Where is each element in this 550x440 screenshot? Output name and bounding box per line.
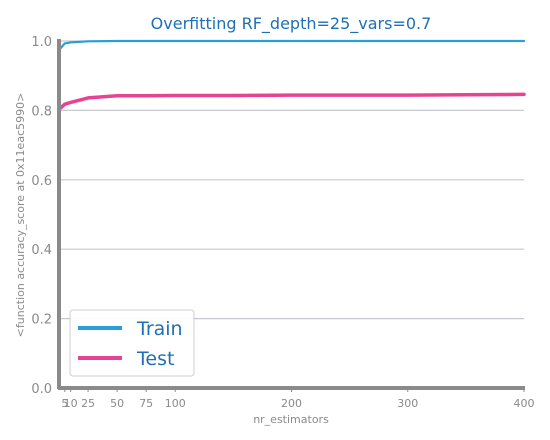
x-tick-label: 100 bbox=[165, 397, 186, 410]
y-tick-label: 1.0 bbox=[31, 35, 52, 50]
series-line-train bbox=[59, 39, 526, 50]
x-tick-label: 5 bbox=[61, 397, 68, 410]
x-tick-label: 300 bbox=[397, 397, 418, 410]
x-tick-label: 50 bbox=[110, 397, 124, 410]
chart-title: Overfitting RF_depth=25_vars=0.7 bbox=[151, 14, 432, 34]
y-tick-label: 0.0 bbox=[31, 382, 52, 397]
x-tick-label: 400 bbox=[514, 397, 535, 410]
x-axis-label: nr_estimators bbox=[253, 413, 329, 426]
x-tick-label: 200 bbox=[281, 397, 302, 410]
y-tick-label: 0.8 bbox=[31, 104, 52, 119]
legend-label-test: Test bbox=[136, 348, 174, 370]
y-axis-label: <function accuracy_score at 0x11eac5990> bbox=[14, 93, 27, 338]
y-tick-label: 0.6 bbox=[31, 174, 52, 189]
y-tick-label: 0.4 bbox=[31, 243, 52, 258]
x-tick-label: 75 bbox=[139, 397, 153, 410]
y-tick-label: 0.2 bbox=[31, 313, 52, 328]
series-line-test bbox=[58, 92, 526, 111]
x-tick-label: 10 bbox=[64, 397, 78, 410]
y-axis-ticks: 0.0 0.2 0.4 0.6 0.8 1.0 bbox=[31, 35, 52, 397]
x-tick-label: 25 bbox=[81, 397, 95, 410]
x-axis-ticks: 510 25 50 75 100 200 300 400 bbox=[61, 388, 535, 410]
legend-label-train: Train bbox=[136, 318, 183, 340]
grid bbox=[59, 40, 524, 320]
legend: Train Test bbox=[69, 309, 195, 377]
axes bbox=[57, 39, 525, 390]
series-lines bbox=[58, 39, 526, 111]
